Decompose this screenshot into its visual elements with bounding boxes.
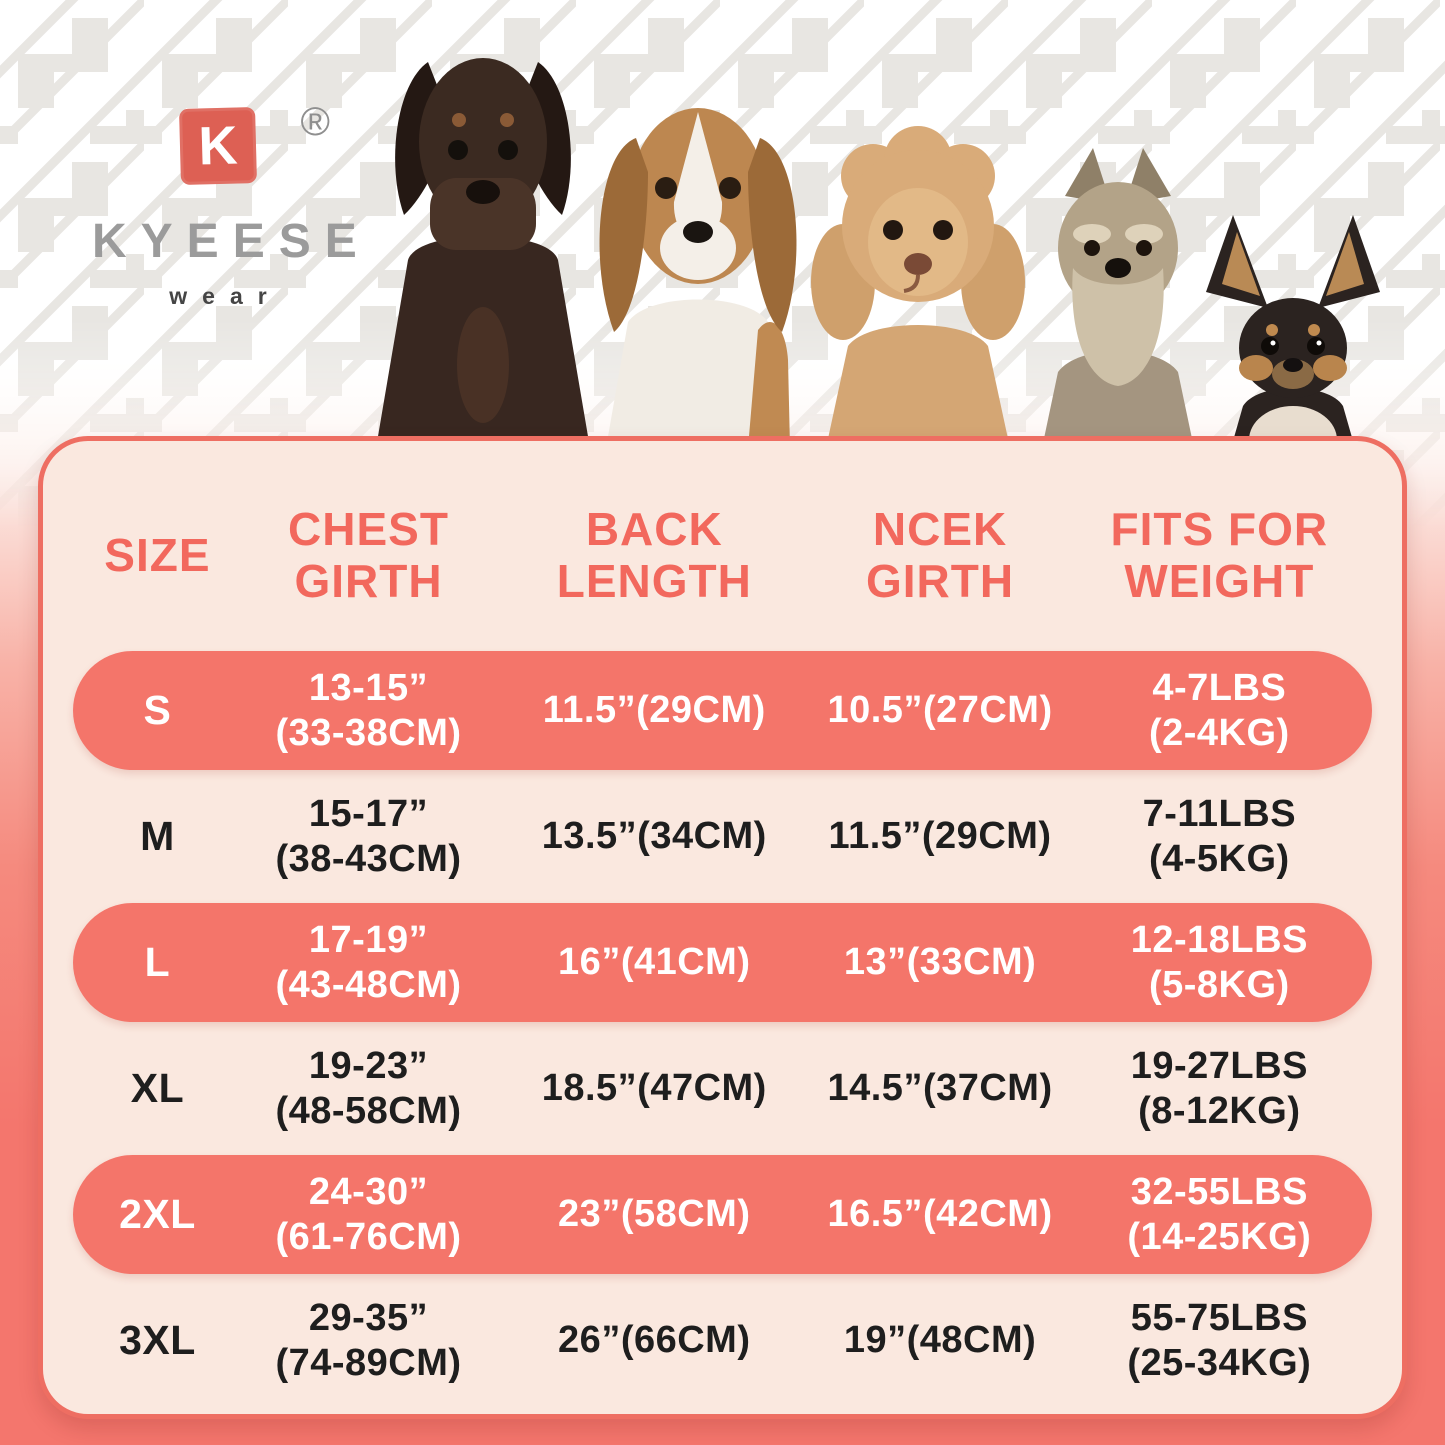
back-length-cell: 13.5”(34CM) — [541, 815, 767, 858]
size-cell: S — [143, 687, 172, 734]
table-row-m: M 15-17” (38-43CM) 13.5”(34CM) 11.5”(29CM… — [73, 777, 1372, 896]
back-length-cell: 18.5”(47CM) — [541, 1067, 767, 1110]
weight-cell: 55-75LBS (25-34KG) — [1127, 1296, 1312, 1384]
table-row-3xl: 3XL 29-35” (74-89CM) 26”(66CM) 19”(48CM) … — [73, 1281, 1372, 1400]
dog-beagle — [599, 108, 797, 448]
size-chart-rows: S 13-15” (33-38CM) 11.5”(29CM) 10.5”(27CM… — [73, 651, 1372, 1400]
registered-trademark-symbol: ® — [300, 100, 330, 144]
neck-girth-cell: 10.5”(27CM) — [827, 689, 1053, 732]
weight-cell: 32-55LBS (14-25KG) — [1127, 1170, 1312, 1258]
back-length-cell: 26”(66CM) — [558, 1319, 751, 1362]
chest-girth-cell: 15-17” (38-43CM) — [275, 792, 462, 880]
neck-girth-cell: 11.5”(29CM) — [828, 815, 1052, 858]
column-header-chest-girth: CHEST GIRTH — [288, 503, 449, 607]
chest-girth-cell: 24-30” (61-76CM) — [275, 1170, 462, 1258]
dogs-photo-row — [376, 58, 1380, 448]
weight-cell: 19-27LBS (8-12KG) — [1130, 1044, 1308, 1132]
dog-doberman — [376, 58, 590, 448]
table-row-xl: XL 19-23” (48-58CM) 18.5”(47CM) 14.5”(37C… — [73, 1029, 1372, 1148]
neck-girth-cell: 13”(33CM) — [843, 941, 1037, 984]
dog-schnauzer — [1042, 148, 1194, 448]
table-row-2xl: 2XL 24-30” (61-76CM) 23”(58CM) 16.5”(42CM… — [73, 1155, 1372, 1274]
back-length-cell: 16”(41CM) — [558, 941, 751, 984]
chest-girth-cell: 13-15” (33-38CM) — [275, 666, 462, 754]
back-length-cell: 23”(58CM) — [558, 1193, 751, 1236]
table-row-s: S 13-15” (33-38CM) 11.5”(29CM) 10.5”(27CM… — [73, 651, 1372, 770]
brand-logo-icon: K — [179, 107, 257, 185]
brand-name: KYEESE — [92, 215, 371, 268]
weight-cell: 12-18LBS (5-8KG) — [1130, 918, 1308, 1006]
size-chart-panel: SIZE CHEST GIRTH BACK LENGTH NCEK GIRTH FIT… — [38, 436, 1407, 1419]
column-header-size: SIZE — [104, 529, 211, 582]
dog-poodle — [811, 126, 1025, 448]
chest-girth-cell: 29-35” (74-89CM) — [275, 1296, 462, 1384]
chest-girth-cell: 19-23” (48-58CM) — [275, 1044, 462, 1132]
dog-chihuahua — [1206, 215, 1380, 448]
table-row-l: L 17-19” (43-48CM) 16”(41CM) 13”(33CM) 12… — [73, 903, 1372, 1022]
neck-girth-cell: 19”(48CM) — [843, 1319, 1037, 1362]
column-header-fits-for-weight: FITS FOR WEIGHT — [1110, 503, 1329, 607]
size-cell: L — [144, 939, 171, 986]
weight-cell: 4-7LBS (2-4KG) — [1148, 666, 1290, 754]
weight-cell: 7-11LBS (4-5KG) — [1142, 792, 1297, 880]
brand-logo-letter: K — [197, 115, 239, 177]
size-cell: M — [140, 813, 175, 860]
column-header-neck-girth: NCEK GIRTH — [866, 503, 1015, 607]
size-cell: XL — [130, 1065, 185, 1112]
neck-girth-cell: 14.5”(37CM) — [827, 1067, 1053, 1110]
size-chart-header-row: SIZE CHEST GIRTH BACK LENGTH NCEK GIRTH FIT… — [73, 467, 1372, 645]
size-cell: 2XL — [119, 1191, 196, 1238]
brand-block: ® K KYEESE wear — [78, 100, 371, 310]
brand-subtitle: wear — [169, 283, 282, 309]
back-length-cell: 11.5”(29CM) — [542, 689, 766, 732]
neck-girth-cell: 16.5”(42CM) — [827, 1193, 1053, 1236]
chest-girth-cell: 17-19” (43-48CM) — [275, 918, 462, 1006]
column-header-back-length: BACK LENGTH — [556, 503, 752, 607]
size-cell: 3XL — [119, 1317, 196, 1364]
